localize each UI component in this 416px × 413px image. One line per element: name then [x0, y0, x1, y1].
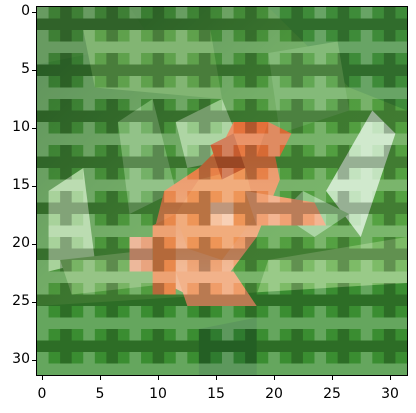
y-tick-mark-0	[32, 12, 36, 13]
x-tick-mark-15	[216, 376, 217, 380]
y-tick-mark-30	[32, 360, 36, 361]
y-tick-mark-10	[32, 128, 36, 129]
x-tick-label-5: 5	[95, 386, 105, 402]
pixel-texture	[37, 7, 407, 375]
x-tick-label-0: 0	[37, 386, 47, 402]
x-tick-label-20: 20	[265, 386, 283, 402]
y-tick-label-25: 25	[12, 293, 30, 309]
y-tick-label-5: 5	[21, 61, 30, 77]
y-tick-mark-5	[32, 70, 36, 71]
y-tick-mark-20	[32, 244, 36, 245]
y-tick-label-0: 0	[21, 3, 30, 19]
y-tick-mark-15	[32, 186, 36, 187]
y-tick-mark-25	[32, 302, 36, 303]
y-tick-label-10: 10	[12, 119, 30, 135]
x-tick-label-10: 10	[149, 386, 167, 402]
x-tick-mark-0	[42, 376, 43, 380]
x-tick-mark-25	[332, 376, 333, 380]
y-tick-label-30: 30	[12, 351, 30, 367]
x-tick-mark-5	[100, 376, 101, 380]
image-plot	[36, 6, 408, 376]
x-tick-label-30: 30	[381, 386, 399, 402]
y-tick-label-20: 20	[12, 235, 30, 251]
y-tick-label-15: 15	[12, 177, 30, 193]
pixelated-frog-image	[37, 7, 407, 375]
x-tick-label-15: 15	[207, 386, 225, 402]
x-tick-mark-30	[390, 376, 391, 380]
frog-shape	[129, 122, 327, 306]
x-tick-mark-20	[274, 376, 275, 380]
x-tick-mark-10	[158, 376, 159, 380]
x-tick-label-25: 25	[323, 386, 341, 402]
